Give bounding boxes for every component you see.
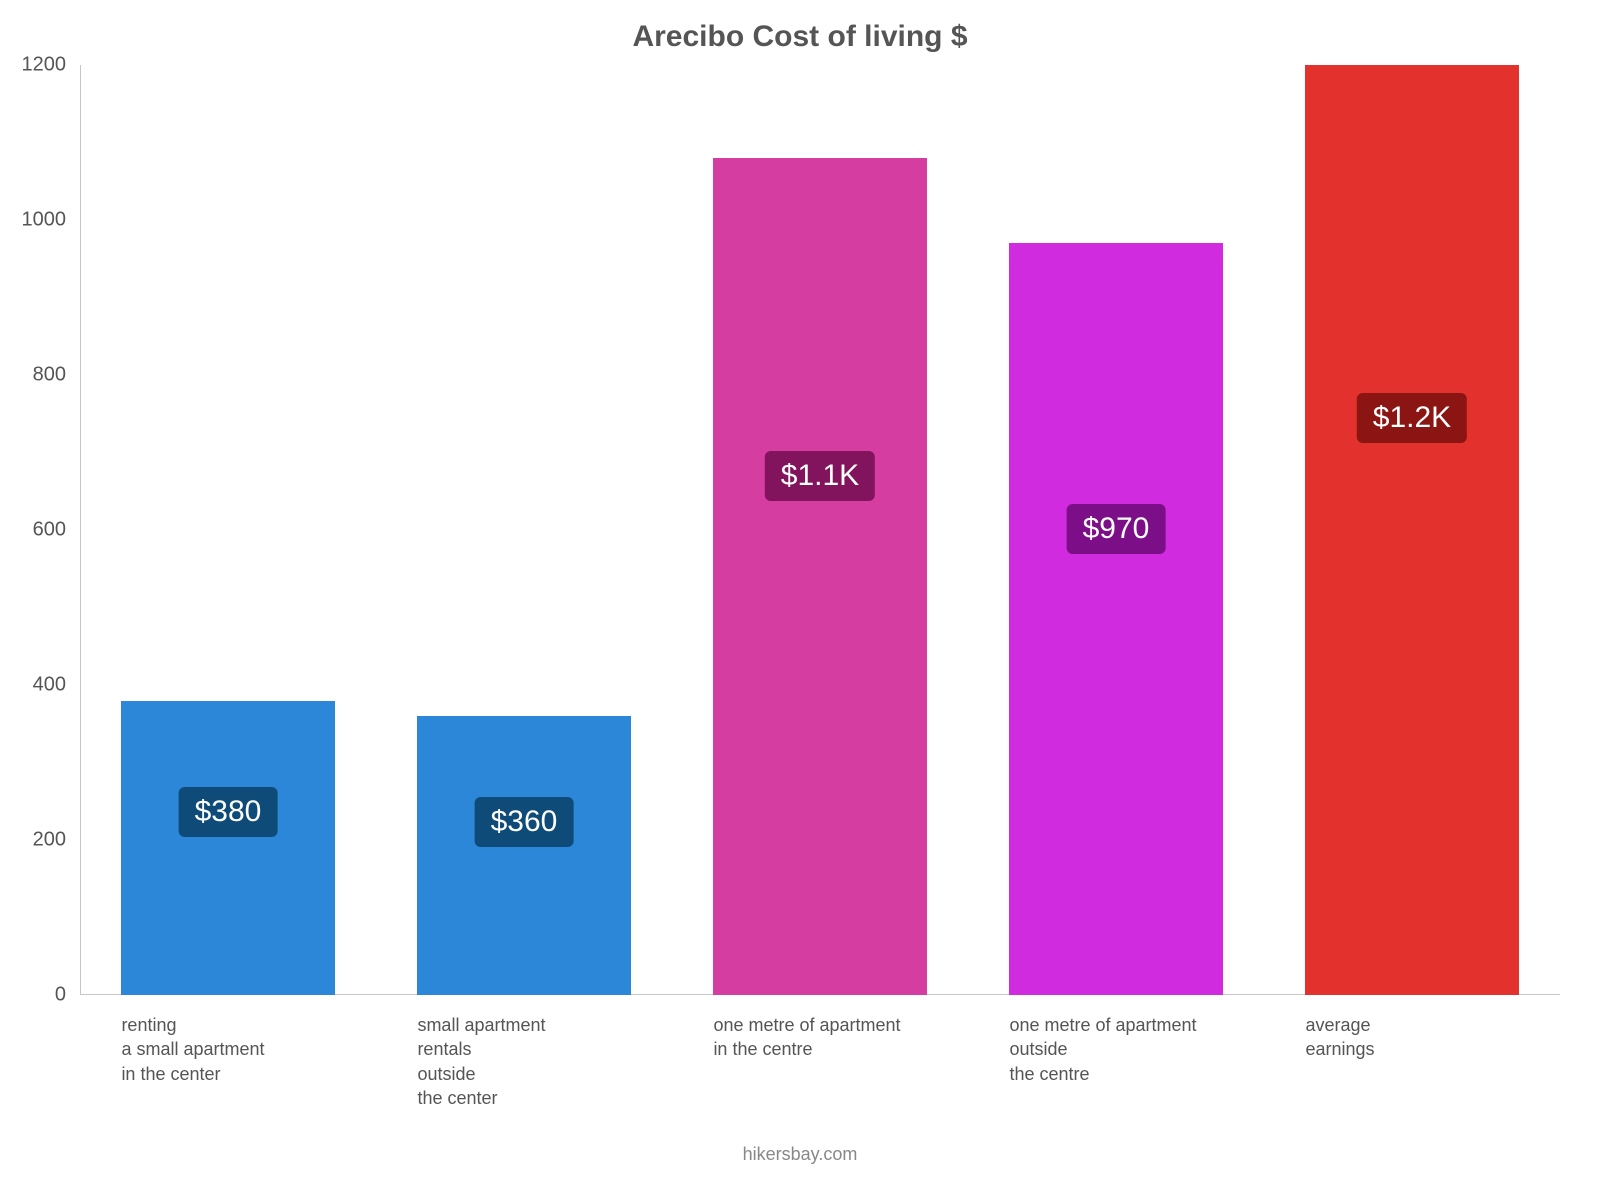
value-badge: $360 bbox=[475, 797, 574, 847]
y-tick-label: 0 bbox=[0, 984, 66, 1007]
bar bbox=[417, 716, 630, 995]
y-tick-label: 400 bbox=[0, 674, 66, 697]
chart-title: Arecibo Cost of living $ bbox=[0, 20, 1600, 54]
bar bbox=[713, 158, 926, 995]
y-tick-label: 1200 bbox=[0, 54, 66, 77]
y-tick-label: 600 bbox=[0, 519, 66, 542]
value-badge: $1.2K bbox=[1357, 393, 1467, 443]
y-tick-label: 800 bbox=[0, 364, 66, 387]
y-axis-line bbox=[80, 65, 81, 995]
x-tick-label: average earnings bbox=[1305, 1013, 1518, 1062]
chart-footer: hikersbay.com bbox=[0, 1144, 1600, 1165]
y-tick-label: 1000 bbox=[0, 209, 66, 232]
value-badge: $380 bbox=[179, 787, 278, 837]
x-tick-label: one metre of apartment outside the centr… bbox=[1009, 1013, 1222, 1086]
x-tick-label: one metre of apartment in the centre bbox=[713, 1013, 926, 1062]
bar bbox=[1009, 243, 1222, 995]
chart-container: Arecibo Cost of living $ $380 $360 $1.1K $9… bbox=[0, 0, 1600, 1200]
bar bbox=[1305, 65, 1518, 995]
value-badge: $970 bbox=[1067, 504, 1166, 554]
plot-area: $380 $360 $1.1K $970 $1.2K bbox=[80, 65, 1560, 995]
y-tick-label: 200 bbox=[0, 829, 66, 852]
bar bbox=[121, 701, 334, 996]
value-badge: $1.1K bbox=[765, 451, 875, 501]
x-tick-label: renting a small apartment in the center bbox=[121, 1013, 334, 1086]
x-tick-label: small apartment rentals outside the cent… bbox=[417, 1013, 630, 1110]
